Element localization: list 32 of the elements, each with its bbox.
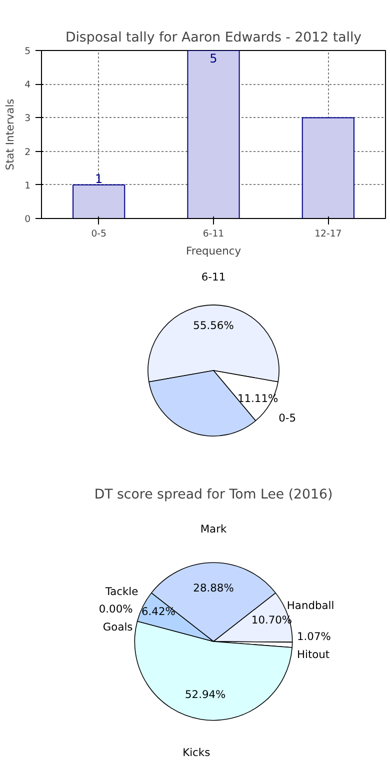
slice-label: Kicks xyxy=(182,746,211,759)
y-tick-label: 4 xyxy=(24,80,31,91)
bar xyxy=(72,184,126,218)
data-label: 6.42% xyxy=(142,604,176,618)
bar xyxy=(187,50,240,218)
chart-title: DT score spread for Tom Lee (2016) xyxy=(94,488,333,502)
y-tick-label: 2 xyxy=(24,146,31,158)
text: 0.00% xyxy=(98,602,133,616)
bar xyxy=(302,117,354,218)
slice-label: Mark xyxy=(200,522,228,536)
y-tick-label: 0 xyxy=(24,214,31,225)
y-tick-label: 3 xyxy=(24,113,31,124)
data-label: 5 xyxy=(210,52,218,66)
slice-label: 0-5 xyxy=(278,412,296,425)
chart-title: Disposal tally for Aaron Edwards - 2012 tally xyxy=(65,30,362,46)
x-tick-label: 12-17 xyxy=(314,228,342,240)
y-tick-label: 5 xyxy=(24,46,31,57)
slice-label: Tackle xyxy=(104,584,138,598)
slice-label: Handball xyxy=(286,598,334,612)
category-label: Goals xyxy=(102,620,133,634)
x-tick-label: 6-11 xyxy=(202,228,224,240)
x-axis-title: Frequency xyxy=(186,244,242,258)
data-label: 28.88% xyxy=(193,581,234,594)
slice-label: 6-11 xyxy=(201,270,226,284)
y-axis-title: Stat Intervals xyxy=(4,98,17,170)
slice-label: Hitout xyxy=(297,648,330,661)
x-tick-label: 0-5 xyxy=(91,228,107,240)
data-label: 1.07% xyxy=(297,630,331,643)
data-label: 52.94% xyxy=(185,688,226,701)
y-tick-label: 1 xyxy=(24,180,31,192)
data-label: 55.56% xyxy=(193,319,234,332)
data-label: 1 xyxy=(95,172,103,186)
